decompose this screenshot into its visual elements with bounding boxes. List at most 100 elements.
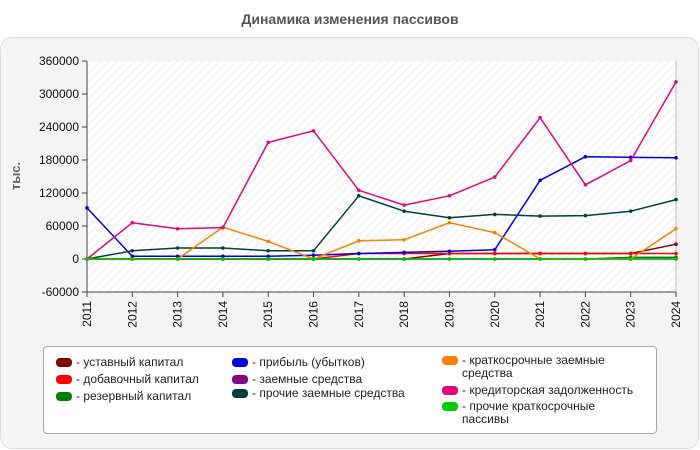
legend-item-kratkosrochnye: - краткосрочные заемные средства bbox=[442, 354, 642, 380]
legend-swatch bbox=[442, 386, 458, 395]
data-point bbox=[538, 115, 542, 120]
legend-label: - прочие заемные средства bbox=[252, 386, 405, 400]
legend-swatch bbox=[56, 375, 72, 384]
data-point bbox=[492, 175, 497, 179]
data-point bbox=[221, 246, 225, 250]
legend-label: - краткосрочные заемные средства bbox=[462, 353, 605, 380]
data-point bbox=[447, 215, 452, 220]
data-point bbox=[402, 209, 406, 213]
data-point bbox=[402, 237, 406, 242]
y-tick-label: 120000 bbox=[39, 186, 79, 200]
data-point bbox=[85, 257, 89, 261]
data-point bbox=[674, 242, 678, 246]
data-point bbox=[266, 239, 271, 244]
data-point bbox=[538, 214, 542, 218]
data-point bbox=[175, 257, 180, 261]
data-point bbox=[674, 197, 678, 202]
legend-item-zaemnye: - заемные средства bbox=[232, 373, 362, 386]
data-point bbox=[402, 250, 406, 255]
data-point bbox=[538, 178, 542, 183]
legend-swatch bbox=[232, 358, 248, 367]
data-point bbox=[402, 203, 406, 207]
y-tick-label: 0 bbox=[72, 252, 79, 266]
data-point bbox=[583, 251, 588, 256]
y-tick-label: 300000 bbox=[39, 87, 79, 101]
series-line bbox=[86, 81, 677, 260]
data-point bbox=[357, 188, 361, 193]
legend-item-rezervny: - резервный капитал bbox=[56, 390, 191, 403]
x-tick-label: 2023 bbox=[624, 301, 638, 328]
plot-area bbox=[87, 61, 676, 292]
y-tick-label: 180000 bbox=[39, 153, 79, 167]
data-point bbox=[357, 239, 361, 243]
data-point bbox=[583, 257, 588, 261]
legend-item-prochie-kratkosrochnye: - прочие краткосрочные пассивы bbox=[442, 400, 642, 426]
legend-swatch bbox=[442, 402, 458, 411]
data-point bbox=[583, 182, 588, 187]
data-point bbox=[311, 253, 316, 257]
data-point bbox=[175, 246, 180, 250]
data-point bbox=[311, 129, 316, 133]
data-point bbox=[583, 154, 588, 159]
series-line bbox=[86, 195, 677, 260]
data-point bbox=[221, 254, 225, 259]
data-point bbox=[85, 206, 89, 210]
x-tick-label: 2015 bbox=[261, 301, 275, 328]
series-8 bbox=[85, 257, 678, 261]
data-point bbox=[447, 257, 452, 261]
data-point bbox=[447, 220, 452, 225]
data-point bbox=[674, 251, 678, 256]
legend-label: - кредиторская задолженность bbox=[462, 383, 634, 397]
data-point bbox=[492, 212, 497, 217]
series-line bbox=[86, 155, 677, 258]
data-point bbox=[538, 251, 542, 256]
legend-item-kreditorskaya: - кредиторская задолженность bbox=[442, 384, 633, 397]
x-tick-label: 2014 bbox=[216, 301, 230, 328]
legend-swatch bbox=[232, 389, 248, 398]
data-point bbox=[492, 230, 497, 235]
data-point bbox=[357, 193, 361, 198]
data-point bbox=[175, 254, 180, 259]
legend-item-dobavochny: - добавочный капитал bbox=[56, 373, 199, 386]
legend-item-prochie-zaemnye: - прочие заемные средства bbox=[232, 387, 405, 400]
data-point bbox=[447, 193, 452, 198]
data-point bbox=[538, 257, 542, 261]
chart-title: Динамика изменения пассивов bbox=[241, 11, 459, 27]
data-point bbox=[674, 80, 678, 84]
legend-swatch bbox=[56, 392, 72, 401]
data-point bbox=[628, 158, 633, 163]
data-point bbox=[357, 257, 361, 261]
data-point bbox=[266, 257, 271, 261]
data-point bbox=[447, 249, 452, 254]
data-point bbox=[221, 225, 225, 230]
y-axis-label: тыс. bbox=[8, 162, 23, 190]
data-point bbox=[492, 257, 497, 261]
y-tick-label: 360000 bbox=[39, 54, 79, 68]
data-point bbox=[130, 248, 135, 253]
data-point bbox=[628, 209, 633, 213]
x-tick-label: 2024 bbox=[669, 301, 683, 328]
data-point bbox=[492, 247, 497, 252]
data-point bbox=[266, 248, 271, 253]
x-tick-label: 2017 bbox=[352, 301, 366, 328]
data-point bbox=[628, 257, 633, 261]
data-point bbox=[628, 251, 633, 256]
x-tick-label: 2012 bbox=[125, 301, 139, 328]
data-point bbox=[311, 248, 316, 253]
legend-label: - добавочный капитал bbox=[76, 372, 199, 386]
data-point bbox=[674, 257, 678, 261]
data-point bbox=[402, 257, 406, 261]
legend-label: - уставный капитал bbox=[76, 355, 184, 369]
legend-label: - прибыль (убытков) bbox=[252, 355, 365, 369]
x-tick-label: 2011 bbox=[80, 301, 94, 327]
legend-swatch bbox=[56, 358, 72, 367]
legend-item-pribyl: - прибыль (убытков) bbox=[232, 356, 365, 369]
data-point bbox=[583, 213, 588, 218]
series-3 bbox=[85, 154, 678, 259]
legend-swatch bbox=[442, 356, 458, 365]
data-point bbox=[130, 254, 135, 259]
legend-label: - прочие краткосрочные пассивы bbox=[462, 399, 596, 426]
legend-label: - заемные средства bbox=[252, 372, 363, 386]
x-tick-label: 2022 bbox=[578, 301, 592, 328]
